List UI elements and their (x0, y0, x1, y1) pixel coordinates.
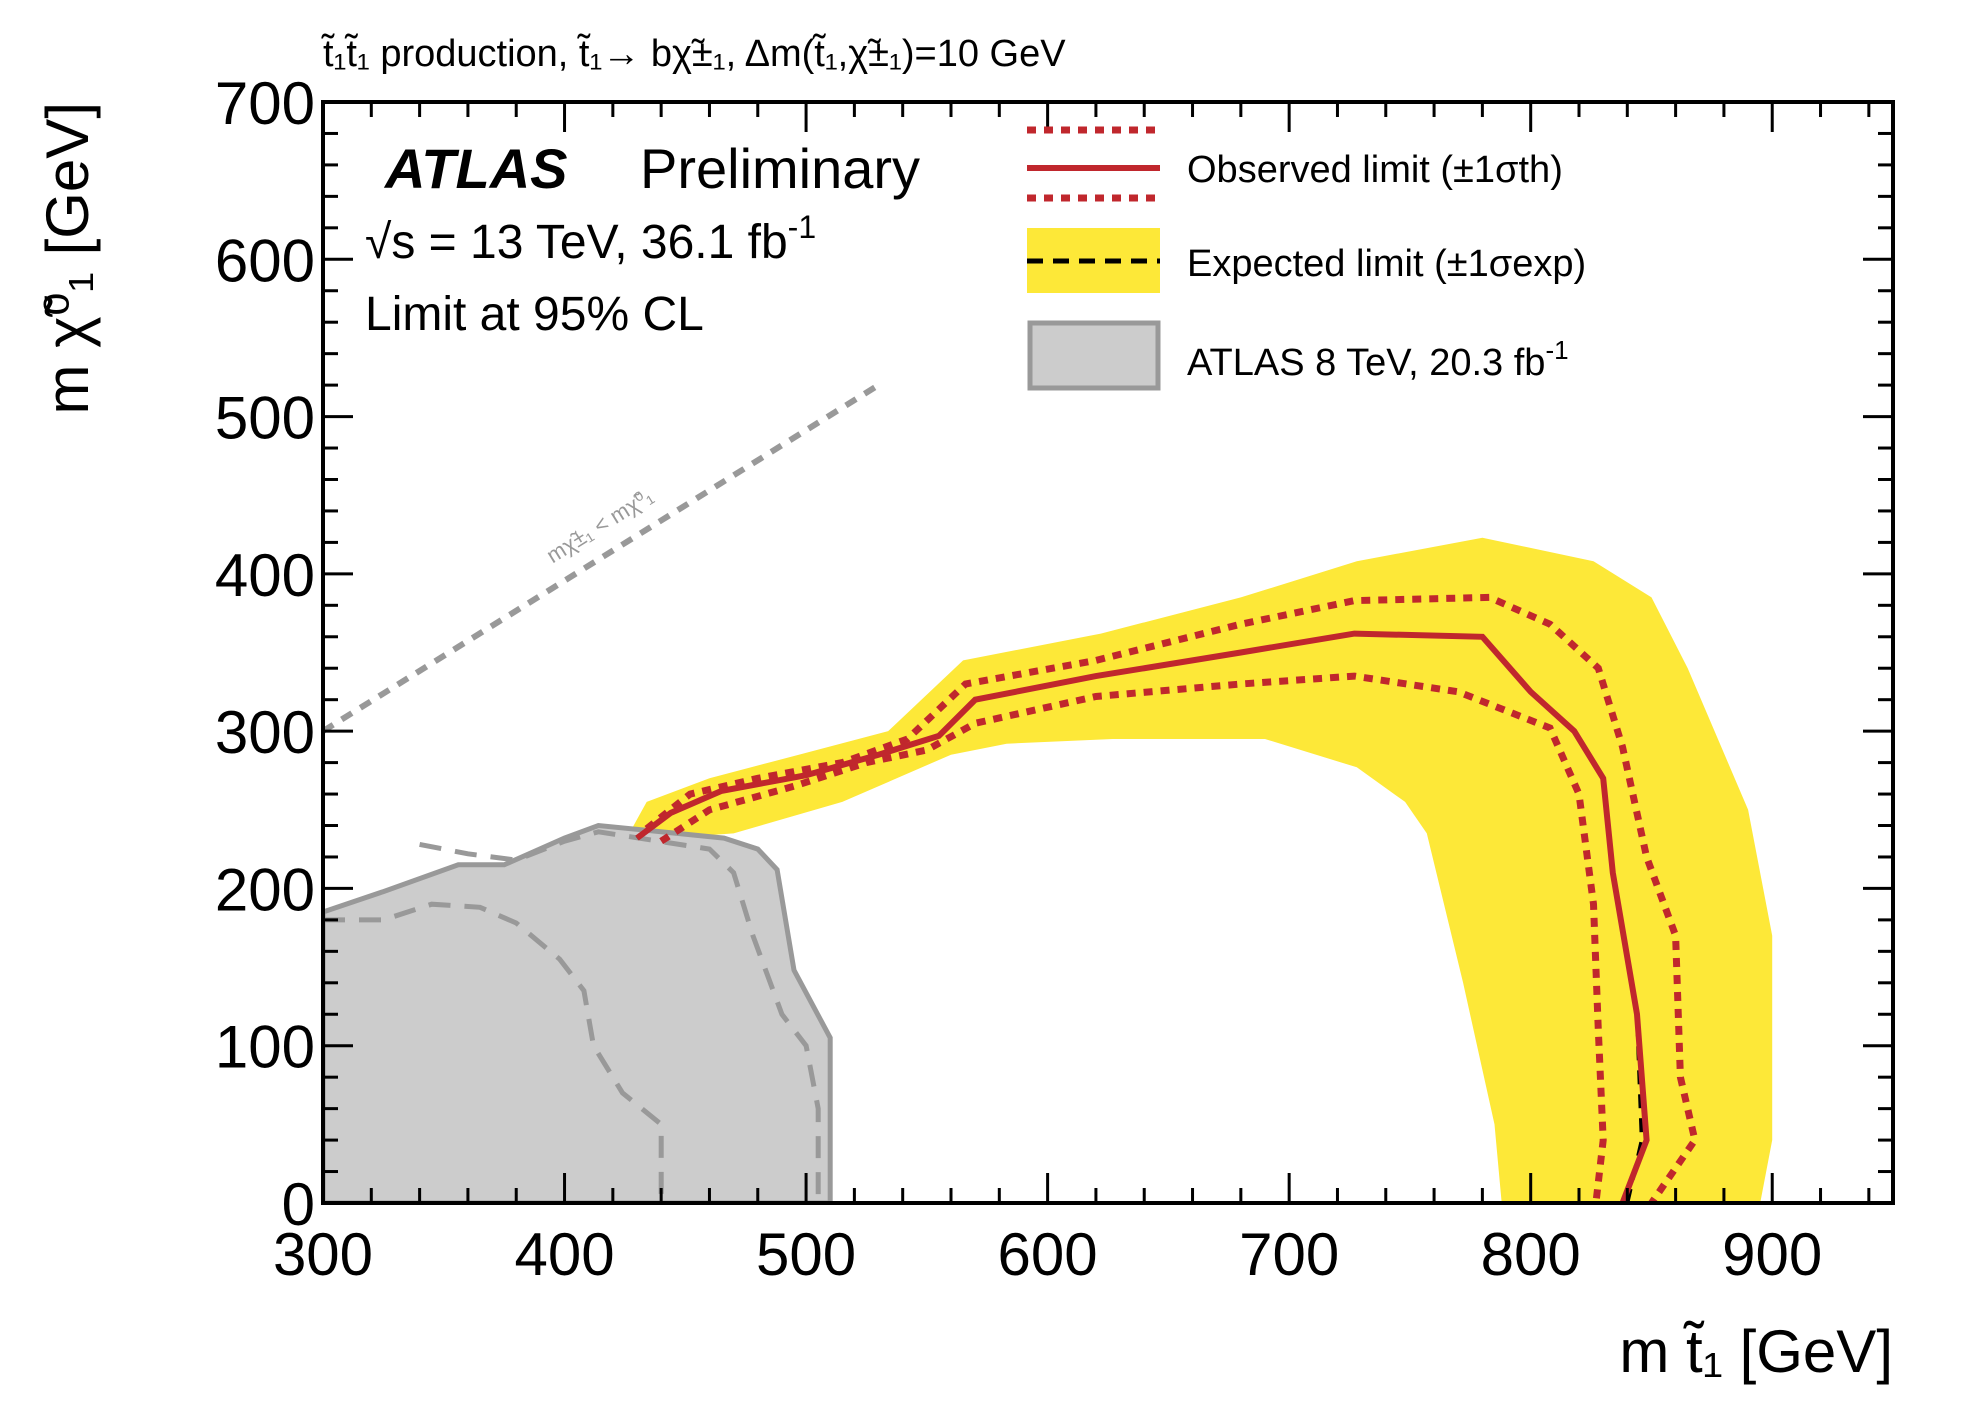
observed-plus-sigma-line (644, 593, 1699, 1203)
x-axis-title: m t̃₁ [GeV] (1619, 1318, 1893, 1385)
legend-atlas8-swatch (1027, 320, 1161, 391)
atlas-8tev-expected-line-outer (419, 829, 821, 1203)
y-axis-title: m χ̃⁰₁ [GeV] (34, 102, 101, 415)
axis-ticks (321, 100, 1893, 1205)
legend-observed-label: Observed limit (±1σth) (1187, 149, 1563, 191)
legend-expected-label: Expected limit (±1σexp) (1187, 243, 1586, 285)
x-tick-label: 700 (1239, 1221, 1339, 1288)
x-tick-label: 900 (1722, 1221, 1822, 1288)
atlas-label: ATLAS (383, 137, 568, 200)
legend: Observed limit (±1σth) Expected limit (±… (1027, 126, 1586, 391)
x-tick-label: 600 (998, 1221, 1098, 1288)
y-tick-label: 100 (215, 1014, 315, 1081)
atlas-8tev-area (323, 822, 833, 1203)
y-tick-label: 200 (215, 856, 315, 923)
y-tick-label: 500 (215, 385, 315, 452)
y-tick-label: 300 (215, 699, 315, 766)
diagonal-label: mχ̃±₁ < mχ̃⁰₁ (542, 483, 658, 568)
observed-limit-line (635, 630, 1650, 1203)
y-tick-label: 0 (282, 1171, 315, 1238)
axis-tick-labels: 300 400 500 600 700 800 900 0 100 200 300 400 500 600… (215, 70, 1822, 1288)
plot-frame (321, 100, 1895, 1205)
legend-atlas8-label: ATLAS 8 TeV, 20.3 fb-1 (1187, 335, 1569, 384)
x-tick-label: 300 (273, 1221, 373, 1288)
plot-title: t̃₁t̃₁ production, t̃₁→ bχ̃±₁, Δm(t̃₁,χ̃… (321, 33, 1067, 75)
x-tick-label: 800 (1481, 1221, 1581, 1288)
atlas-preliminary-label: Preliminary (640, 137, 920, 200)
x-tick-label: 500 (756, 1221, 856, 1288)
cl-label: Limit at 95% CL (365, 288, 704, 341)
observed-minus-sigma-line (659, 672, 1607, 1203)
y-tick-label: 400 (215, 542, 315, 609)
x-tick-label: 400 (514, 1221, 614, 1288)
energy-lumi-label: √s = 13 TeV, 36.1 fb-1 (365, 209, 816, 269)
diagonal-kinematic-line (323, 382, 881, 734)
atlas-8tev-expected-line (323, 901, 664, 1203)
y-tick-label: 700 (215, 70, 315, 137)
y-tick-label: 600 (215, 227, 315, 294)
